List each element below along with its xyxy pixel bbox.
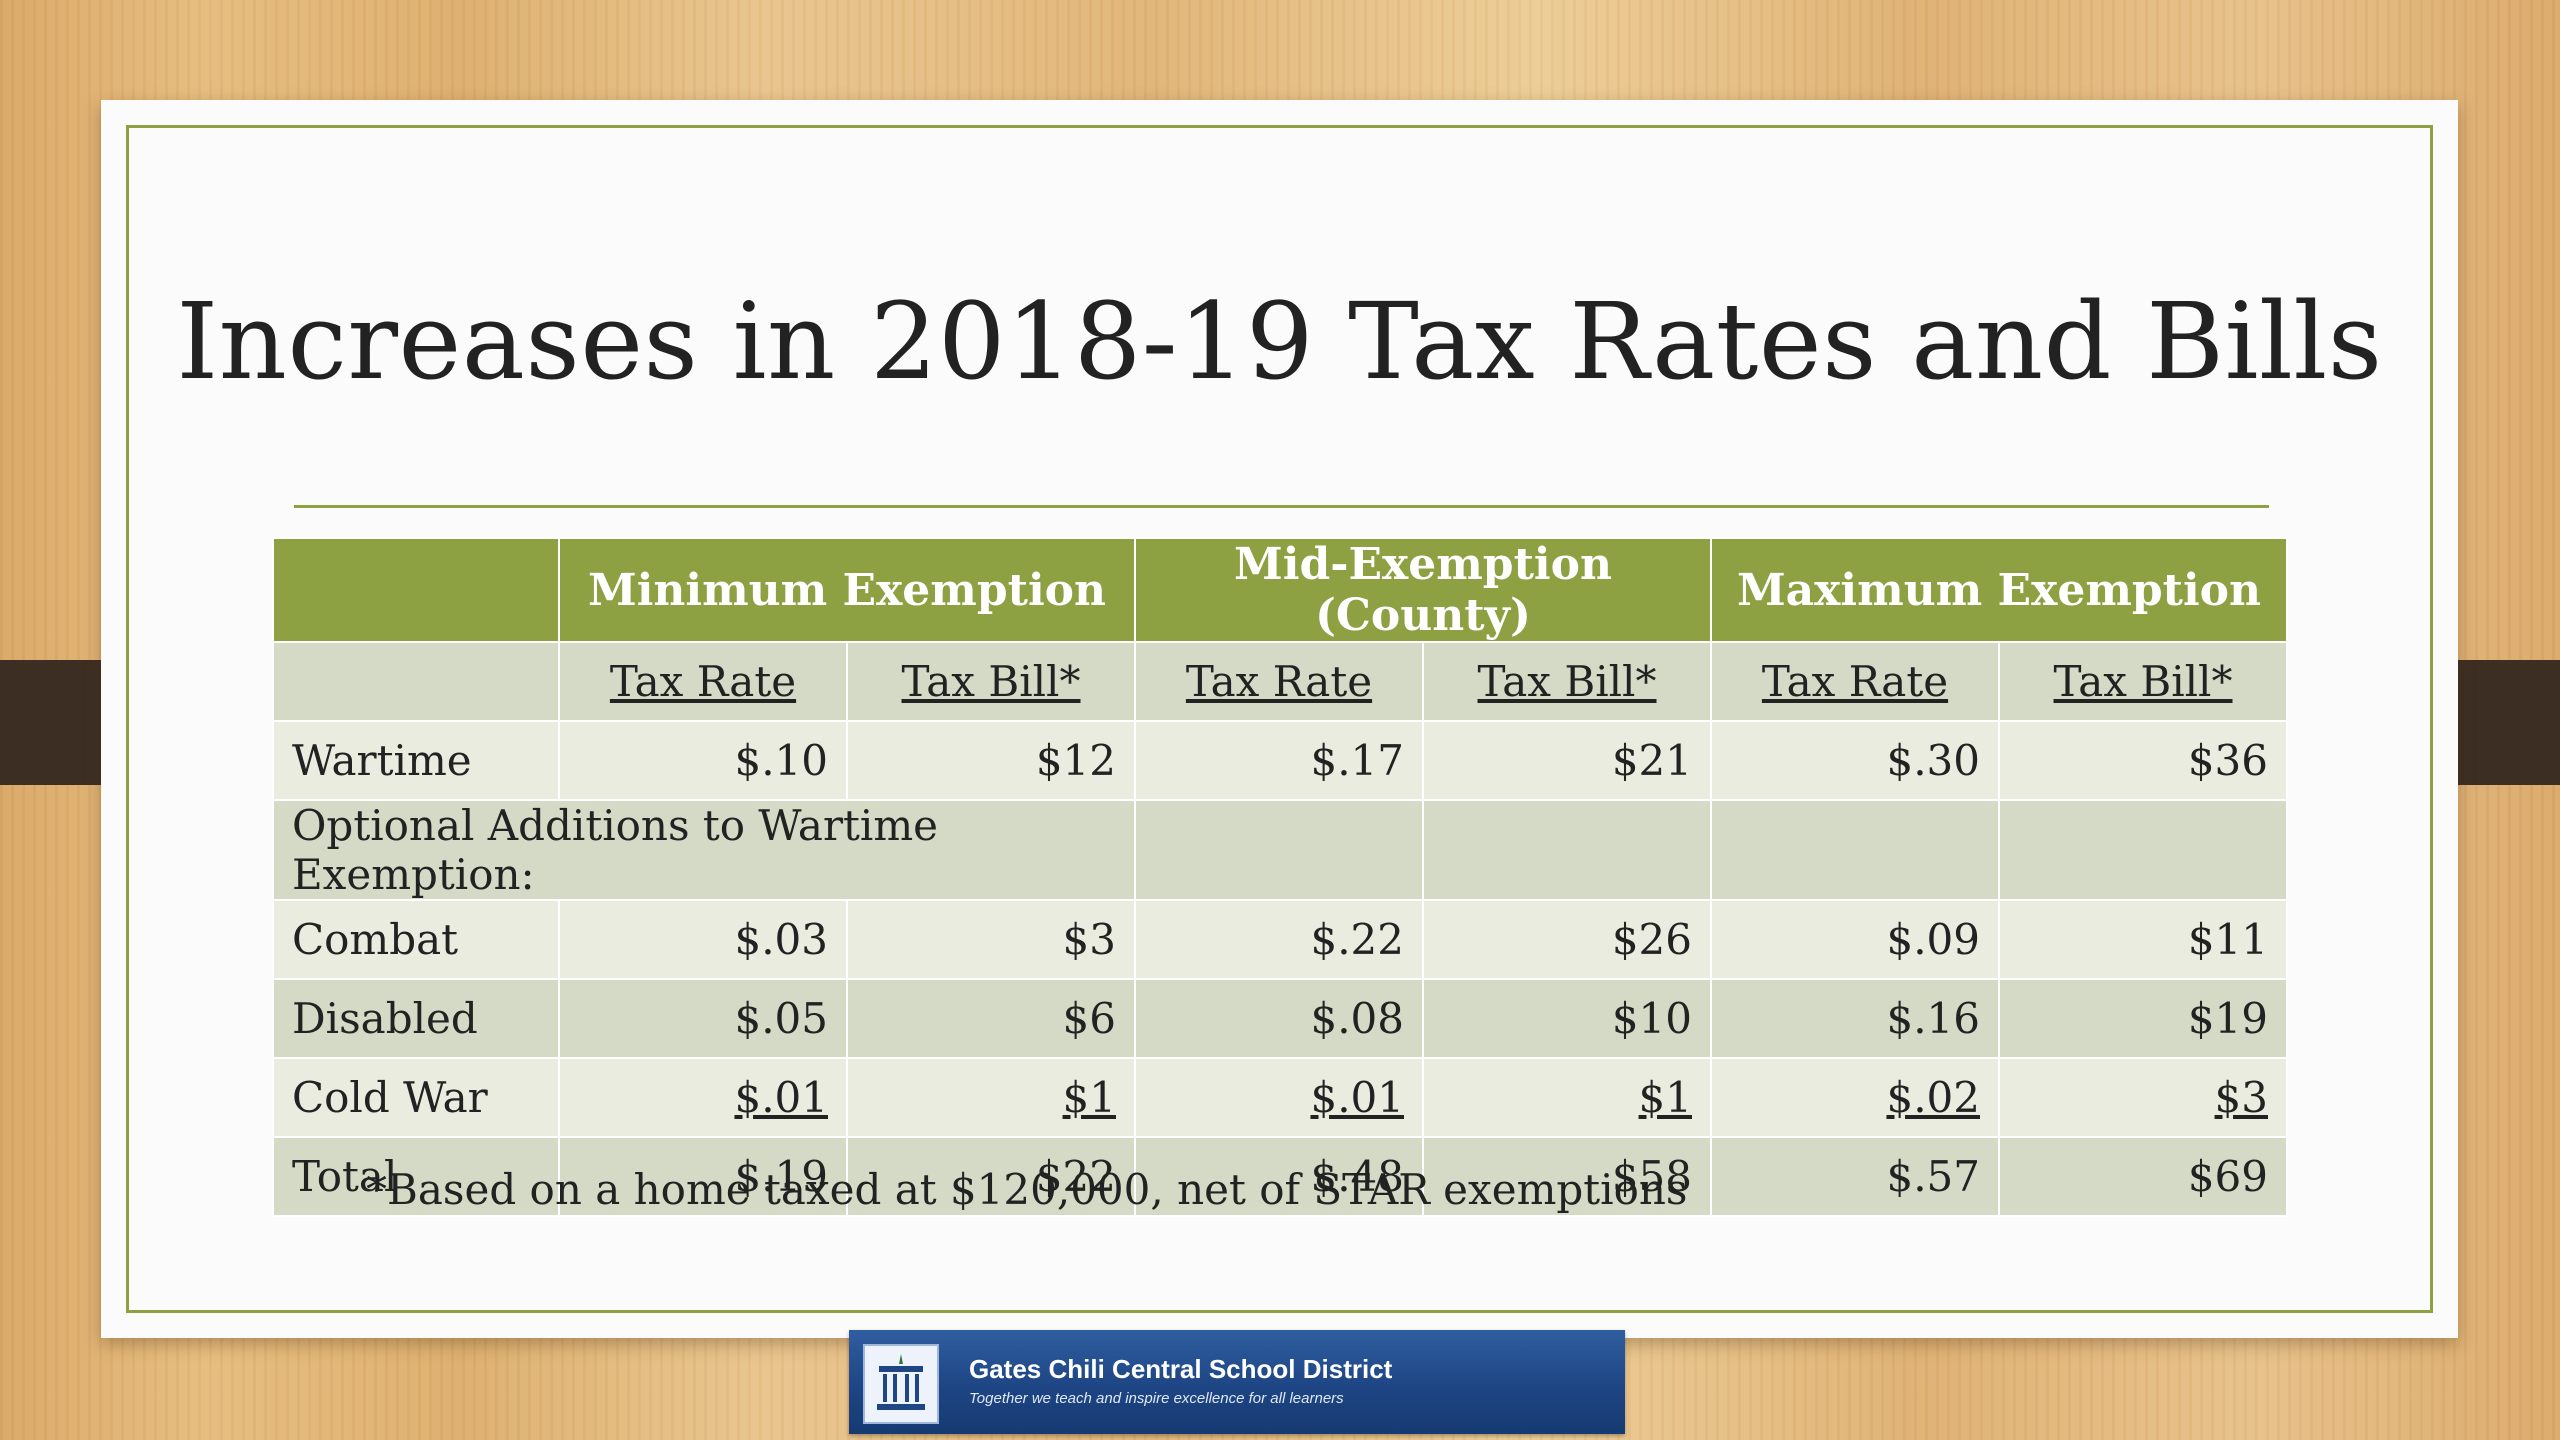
table-cell: $22 [846,1136,1136,1217]
district-tagline: Together we teach and inspire excellence… [969,1390,1344,1407]
row-label: Wartime [272,720,560,801]
table-cell: $.30 [1710,720,2000,801]
table-row-optional-heading: Optional Additions to Wartime Exemption: [272,799,2288,901]
table-cell: $26 [1422,899,1712,980]
table-cell: $21 [1422,720,1712,801]
row-label: Combat [272,899,560,980]
slide-border [126,125,2433,1313]
table-cell: $6 [846,978,1136,1059]
district-logo-banner: Gates Chili Central School District Toge… [849,1330,1625,1434]
table-cell: $3 [846,899,1136,980]
sub-header: Tax Rate [1710,641,2000,722]
group-header-max: Maximum Exemption [1710,537,2288,643]
table-row-total: Total $.19 $22 $.48 $58 $.57 $69 [272,1136,2288,1217]
table-cell: $11 [1998,899,2288,980]
school-building-icon [863,1344,939,1424]
table-cell: $36 [1998,720,2288,801]
group-header-min: Minimum Exemption [558,537,1136,643]
group-header-mid: Mid-Exemption (County) [1134,537,1712,643]
table-row-cold-war: Cold War $.01 $1 $.01 $1 $.02 $3 [272,1057,2288,1138]
table-cell: $.48 [1134,1136,1424,1217]
section-label: Optional Additions to Wartime Exemption: [272,799,1136,901]
group-header-row: Minimum Exemption Mid-Exemption (County)… [272,537,2288,643]
table-cell: $12 [846,720,1136,801]
footnote: *Based on a home taxed at $120,000, net … [366,1165,1688,1214]
district-name: Gates Chili Central School District [969,1354,1393,1384]
table-cell: $.03 [558,899,848,980]
row-label: Total [272,1136,560,1217]
row-label: Disabled [272,978,560,1059]
sub-header: Tax Bill* [1998,641,2288,722]
table-cell: $.09 [1710,899,2000,980]
sub-header-row: Tax Rate Tax Bill* Tax Rate Tax Bill* Ta… [272,641,2288,722]
table-cell: $.17 [1134,720,1424,801]
table-row-disabled: Disabled $.05 $6 $.08 $10 $.16 $19 [272,978,2288,1059]
table-cell [1134,799,1424,901]
slide: Increases in 2018-19 Tax Rates and Bills… [101,100,2458,1338]
table-cell: $.10 [558,720,848,801]
table-cell: $.22 [1134,899,1424,980]
table-row-combat: Combat $.03 $3 $.22 $26 $.09 $11 [272,899,2288,980]
corner-cell [272,537,560,643]
table-cell: $1 [1422,1057,1712,1138]
table-cell [1422,799,1712,901]
sub-header: Tax Rate [1134,641,1424,722]
table-cell: $.01 [1134,1057,1424,1138]
sub-header: Tax Bill* [1422,641,1712,722]
table-cell: $.08 [1134,978,1424,1059]
table-cell: $58 [1422,1136,1712,1217]
row-label: Cold War [272,1057,560,1138]
table-cell [1998,799,2288,901]
tax-table: Minimum Exemption Mid-Exemption (County)… [272,537,2288,1217]
table-cell: $.01 [558,1057,848,1138]
table-row-wartime: Wartime $.10 $12 $.17 $21 $.30 $36 [272,720,2288,801]
table-cell [1710,799,2000,901]
slide-title: Increases in 2018-19 Tax Rates and Bills [176,280,2383,403]
sub-header: Tax Rate [558,641,848,722]
sub-header-empty [272,641,560,722]
table-cell: $.16 [1710,978,2000,1059]
table-cell: $10 [1422,978,1712,1059]
table-cell: $3 [1998,1057,2288,1138]
table-cell: $.05 [558,978,848,1059]
title-divider [294,505,2269,508]
table-cell: $.02 [1710,1057,2000,1138]
table-cell: $.19 [558,1136,848,1217]
table-cell: $19 [1998,978,2288,1059]
table-cell: $.57 [1710,1136,2000,1217]
table-cell: $69 [1998,1136,2288,1217]
table-cell: $1 [846,1057,1136,1138]
sub-header: Tax Bill* [846,641,1136,722]
